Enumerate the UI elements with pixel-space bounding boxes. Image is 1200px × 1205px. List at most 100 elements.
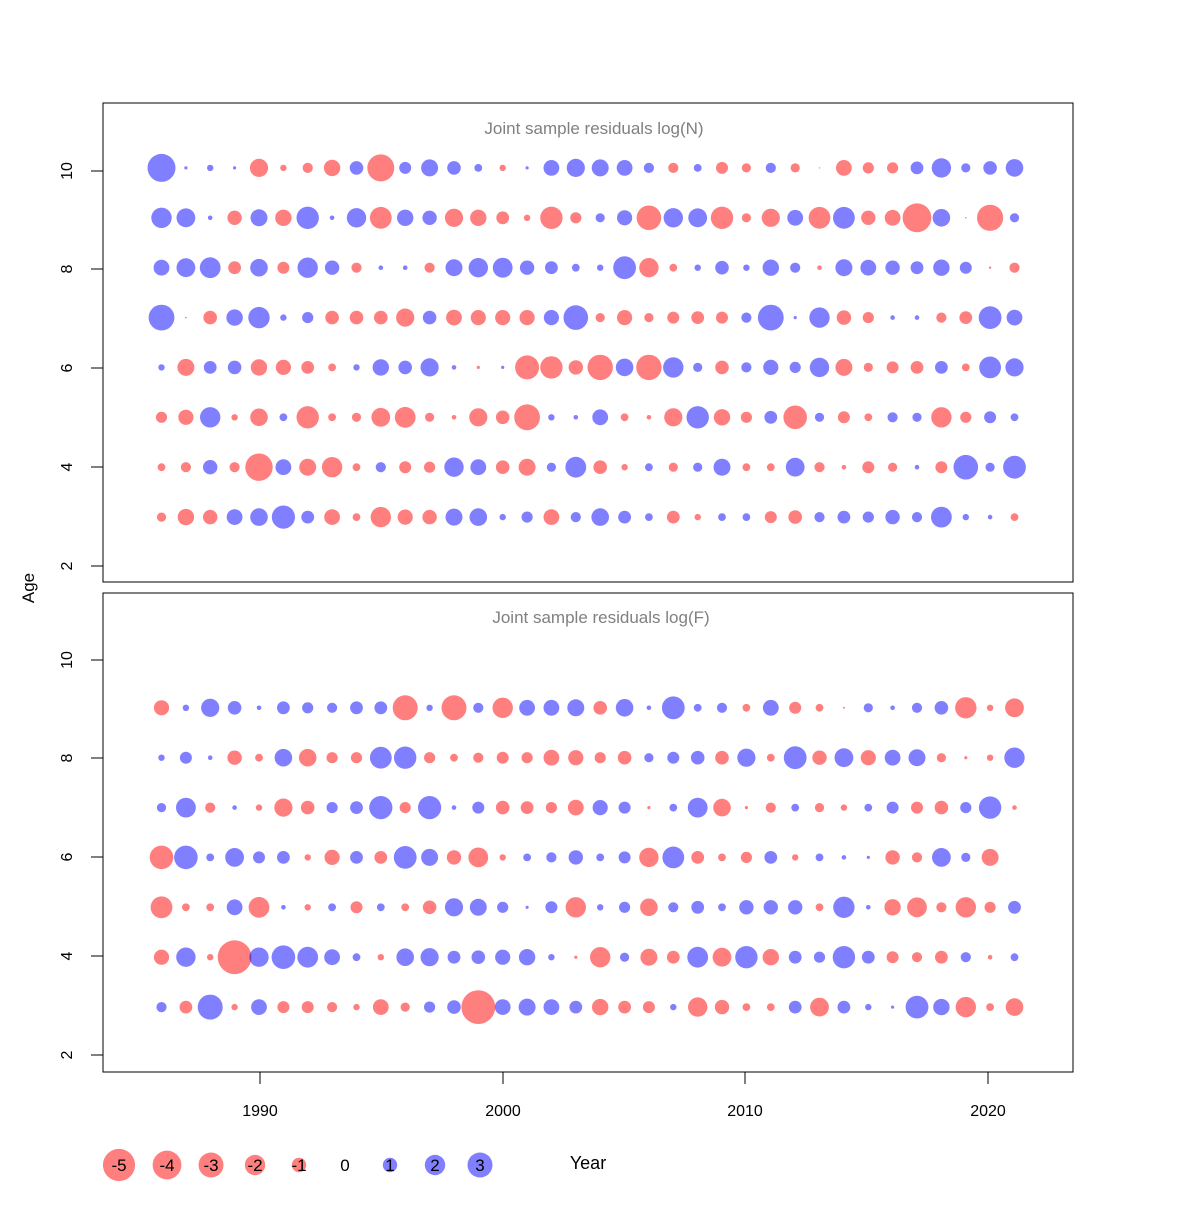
residual-bubble bbox=[326, 802, 338, 814]
residual-bubble bbox=[714, 999, 730, 1015]
y-tick-label: 8 bbox=[59, 753, 76, 762]
residual-bubble bbox=[231, 414, 238, 421]
residual-bubble bbox=[832, 946, 856, 969]
residual-bubble bbox=[934, 800, 949, 815]
legend-bubble bbox=[424, 1154, 446, 1176]
legend-label: 1 bbox=[385, 1156, 394, 1175]
y-axis: 2 4 6 8 10 bbox=[59, 651, 103, 1059]
residual-bubble bbox=[328, 903, 336, 912]
residual-bubble bbox=[791, 803, 800, 812]
residual-bubble bbox=[248, 306, 270, 329]
residual-bubble bbox=[891, 1005, 895, 1009]
legend-label: -5 bbox=[111, 1156, 126, 1175]
residual-bubble bbox=[886, 801, 899, 814]
residual-bubble bbox=[281, 905, 286, 910]
residual-bubble bbox=[815, 853, 824, 862]
residual-bubble bbox=[690, 750, 705, 765]
residual-bubble bbox=[468, 847, 489, 868]
residual-bubble bbox=[618, 510, 631, 524]
residual-bubble bbox=[543, 310, 560, 326]
residual-bubble bbox=[249, 158, 269, 177]
residual-bubble bbox=[543, 160, 560, 176]
residual-bubble bbox=[766, 753, 775, 762]
residual-bubble bbox=[668, 902, 679, 913]
residual-bubble bbox=[153, 700, 170, 716]
residual-bubble bbox=[328, 363, 336, 372]
legend-bubble bbox=[467, 1152, 493, 1178]
residual-bubble bbox=[476, 365, 480, 369]
residual-bubble bbox=[663, 357, 684, 378]
residual-bubble bbox=[451, 415, 457, 420]
residual-bubble bbox=[566, 158, 585, 177]
residual-bubble bbox=[809, 307, 830, 328]
residual-bubble bbox=[226, 899, 243, 916]
residual-bubble bbox=[640, 898, 658, 917]
residual-bubble bbox=[667, 311, 680, 324]
residual-bubble bbox=[156, 1002, 167, 1013]
residual-bubble bbox=[764, 851, 778, 864]
legend-label: -2 bbox=[247, 1156, 262, 1175]
residual-bubble bbox=[914, 315, 920, 320]
residual-bubble bbox=[763, 359, 779, 375]
y-tick-label: 8 bbox=[59, 264, 76, 273]
residual-bubble bbox=[492, 697, 513, 718]
residual-bubble bbox=[372, 359, 389, 376]
residual-bubble bbox=[275, 459, 292, 476]
residual-bubble bbox=[418, 796, 442, 820]
residual-bubble bbox=[543, 699, 560, 716]
residual-bubble bbox=[251, 999, 267, 1015]
residual-bubble bbox=[687, 946, 709, 968]
residual-bubble bbox=[299, 458, 317, 476]
residual-bubble bbox=[740, 411, 753, 423]
legend-label: -4 bbox=[159, 1156, 174, 1175]
residual-bubble bbox=[862, 461, 875, 474]
residual-bubble bbox=[297, 257, 318, 278]
residual-bubble bbox=[399, 802, 411, 814]
residual-bubble bbox=[686, 406, 709, 429]
residual-bubble bbox=[228, 261, 242, 275]
residual-bubble bbox=[469, 898, 487, 916]
residual-bubble bbox=[447, 950, 461, 964]
residual-bubble bbox=[666, 510, 680, 524]
residual-bubble bbox=[716, 311, 728, 324]
residual-bubble bbox=[789, 361, 801, 373]
residual-bubble bbox=[984, 411, 997, 424]
residual-bubble bbox=[986, 754, 994, 761]
residual-bubble bbox=[496, 751, 509, 764]
residual-bubble bbox=[594, 752, 606, 764]
residual-bubble bbox=[668, 462, 678, 472]
residual-bubble bbox=[691, 900, 705, 914]
residual-bubble bbox=[792, 854, 799, 861]
residual-bubble bbox=[886, 951, 899, 964]
residual-bubble bbox=[393, 846, 417, 869]
residual-bubble bbox=[866, 855, 870, 860]
residual-bubble bbox=[369, 746, 392, 769]
residual-bubble bbox=[911, 511, 923, 523]
residual-bubble bbox=[885, 509, 900, 525]
residual-bubble bbox=[277, 701, 290, 715]
residual-bubble bbox=[399, 461, 412, 474]
residual-bubble bbox=[959, 311, 973, 324]
residual-bubble bbox=[563, 305, 589, 330]
residual-bubble bbox=[1010, 413, 1019, 422]
residual-bubble bbox=[444, 898, 464, 917]
residual-bubble bbox=[910, 161, 924, 175]
residual-bubble bbox=[836, 310, 852, 325]
residual-bubble bbox=[741, 213, 752, 223]
residual-bubble bbox=[935, 950, 948, 964]
residual-bubble bbox=[421, 159, 439, 177]
residual-bubble bbox=[790, 163, 800, 173]
residual-bubble bbox=[835, 358, 853, 376]
residual-bubble bbox=[953, 454, 979, 480]
residual-bubble bbox=[153, 949, 170, 965]
residual-bubble bbox=[715, 260, 729, 275]
residual-bubble bbox=[615, 358, 634, 377]
residual-bubble bbox=[694, 264, 701, 271]
residual-bubble bbox=[351, 262, 362, 273]
residual-bubble bbox=[378, 265, 384, 271]
y-tick-label: 10 bbox=[59, 162, 76, 180]
residual-bubble bbox=[421, 848, 439, 866]
residual-bubble bbox=[248, 896, 270, 918]
residual-bubble bbox=[321, 457, 343, 478]
